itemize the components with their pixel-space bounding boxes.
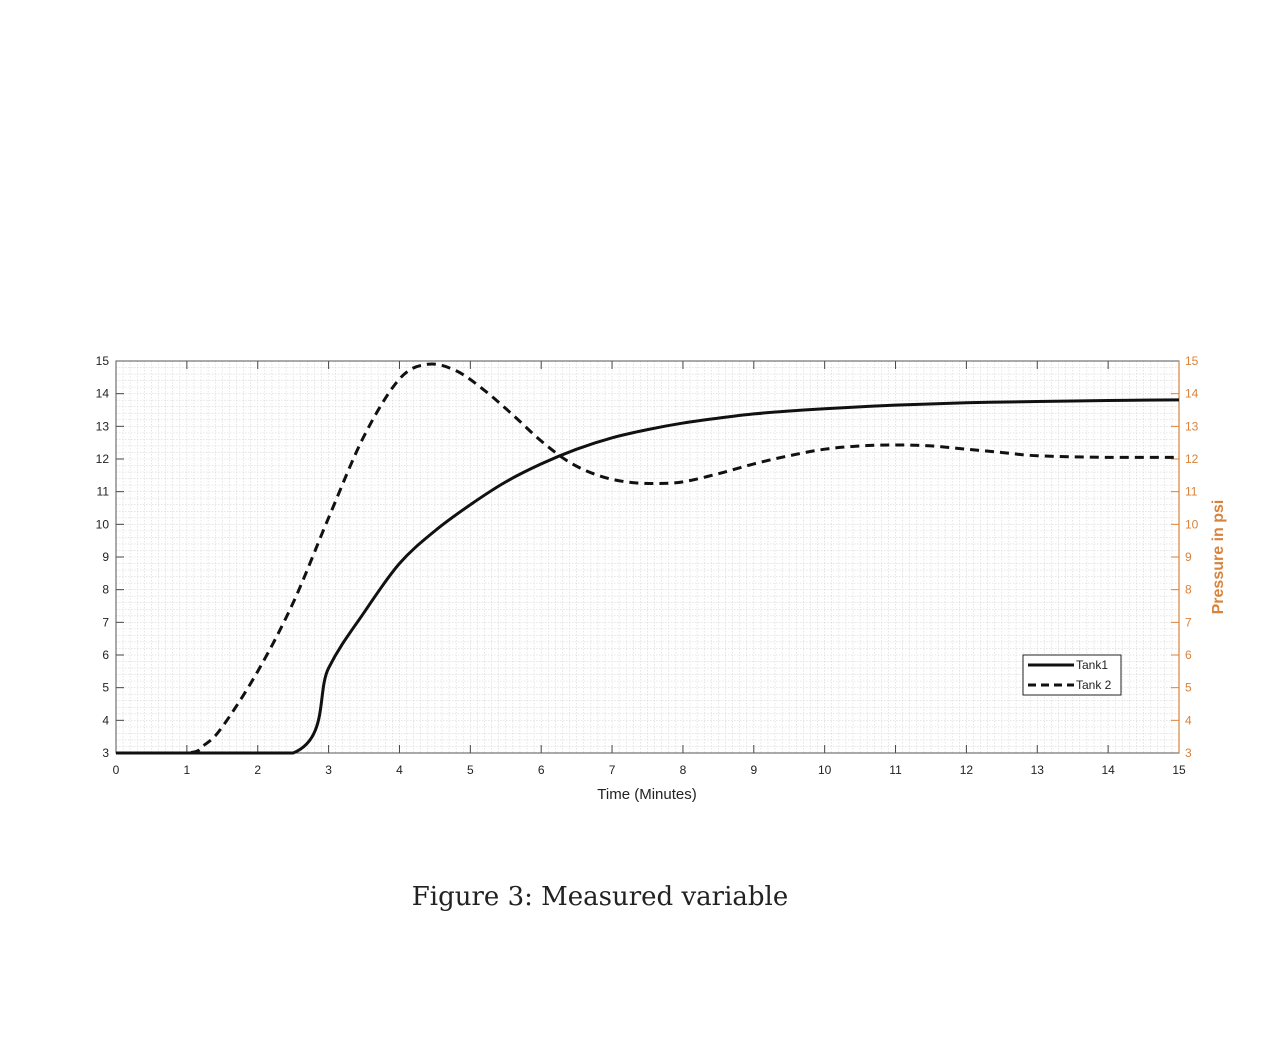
- legend: Tank1 Tank 2: [1022, 654, 1122, 696]
- series-line-tank1: [116, 398, 1180, 755]
- x-tick-label: 0: [113, 763, 120, 777]
- x-tick-labels: 0 1 2 3 4 5 6 7 8 9 10 11 12 13 14 15: [113, 763, 1186, 777]
- legend-label-tank1: Tank1: [1076, 658, 1108, 672]
- y-tick-label: 8: [102, 583, 109, 597]
- x-axis-label: Time (Minutes): [597, 786, 696, 803]
- y-right-tick-label: 5: [1185, 681, 1192, 695]
- series-layer: [116, 362, 1180, 755]
- y-tick-label: 13: [96, 419, 110, 433]
- y-right-tick-label: 4: [1185, 713, 1192, 727]
- x-tick-label: 5: [467, 763, 474, 777]
- x-tick-label: 9: [750, 763, 757, 777]
- y-tick-labels: 3 4 5 6 7 8 9 10 11 12 13 14 15: [96, 354, 110, 760]
- legend-box: [1022, 654, 1122, 696]
- x-tick-label: 14: [1101, 763, 1115, 777]
- x-tick-label: 11: [889, 763, 902, 777]
- y-tick-label: 10: [96, 517, 110, 531]
- right-y-axis-label: Pressure in psi: [1210, 500, 1227, 615]
- y-tick-label: 3: [102, 746, 109, 760]
- figure-caption: Figure 3: Measured variable: [411, 882, 789, 912]
- y-right-tick-label: 3: [1185, 746, 1192, 760]
- y-right-tick-label: 6: [1185, 648, 1192, 662]
- x-tick-label: 6: [538, 763, 545, 777]
- x-tick-label: 7: [609, 763, 616, 777]
- legend-label-tank2: Tank 2: [1076, 678, 1112, 692]
- x-tick-label: 1: [184, 763, 191, 777]
- y-right-tick-label: 8: [1185, 583, 1192, 597]
- y-right-tick-label: 12: [1185, 452, 1199, 466]
- y-tick-label: 6: [102, 648, 109, 662]
- y-tick-label: 4: [102, 713, 109, 727]
- y-tick-label: 11: [97, 485, 110, 499]
- y-tick-label: 15: [96, 354, 110, 368]
- x-tick-label: 13: [1031, 763, 1045, 777]
- y-right-tick-label: 14: [1185, 387, 1199, 401]
- x-tick-label: 12: [960, 763, 974, 777]
- x-tick-label: 2: [254, 763, 261, 777]
- y-right-tick-label: 10: [1185, 517, 1199, 531]
- y-tick-label: 9: [102, 550, 109, 564]
- y-right-tick-label: 15: [1185, 354, 1199, 368]
- y-tick-label: 7: [102, 615, 109, 629]
- minor-gridlines: [116, 361, 1179, 753]
- y-right-tick-label: 7: [1185, 615, 1192, 629]
- series-line-tank2: [116, 362, 1179, 755]
- y-tick-label: 5: [102, 681, 109, 695]
- y-tick-label: 14: [96, 387, 110, 401]
- x-tick-label: 10: [818, 763, 832, 777]
- y-right-tick-labels: 3 4 5 6 7 8 9 10 11 12 13 14 15: [1185, 354, 1199, 760]
- y-right-tick-label: 13: [1185, 419, 1199, 433]
- y-tick-label: 12: [96, 452, 110, 466]
- y-right-tick-label: 9: [1185, 550, 1192, 564]
- y-right-tick-label: 11: [1185, 485, 1198, 499]
- x-tick-label: 4: [396, 763, 403, 777]
- x-tick-label: 8: [680, 763, 687, 777]
- x-tick-label: 3: [325, 763, 332, 777]
- x-tick-label: 15: [1172, 763, 1186, 777]
- chart: 0 1 2 3 4 5 6 7 8 9 10 11 12 13 14 15 34567891011121314…: [96, 354, 1227, 803]
